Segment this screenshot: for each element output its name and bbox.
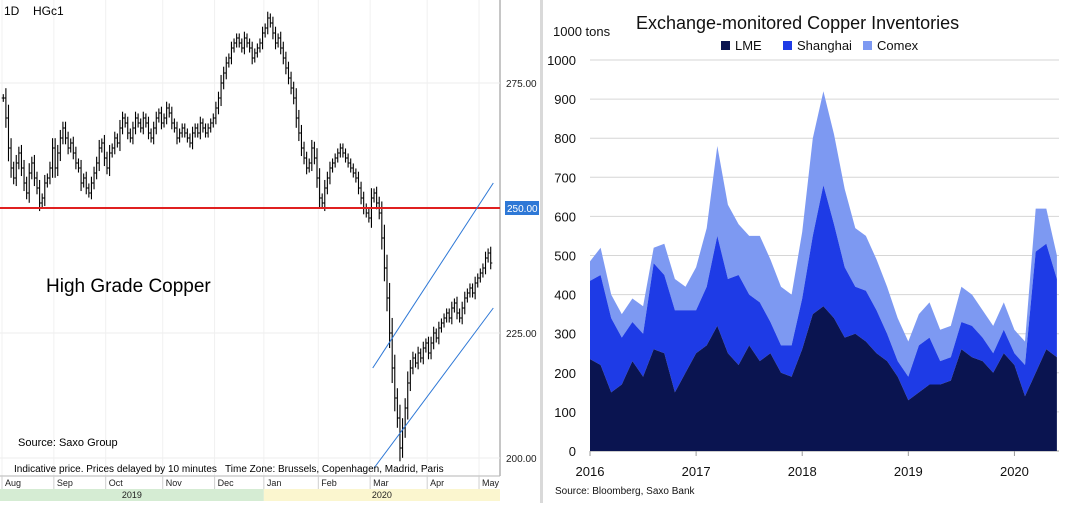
- month-label: Apr: [430, 478, 444, 488]
- source-label: Source: Saxo Group: [18, 437, 118, 449]
- price-bars: [1, 11, 493, 462]
- legend-label: Shanghai: [797, 38, 852, 53]
- panel-divider: [540, 0, 543, 503]
- footer-note: Indicative price. Prices delayed by 10 m…: [14, 464, 444, 475]
- y-tick-label: 700: [554, 170, 576, 185]
- x-tick-label: 2018: [788, 464, 817, 479]
- month-label: May: [482, 478, 500, 488]
- month-label: Mar: [373, 478, 389, 488]
- level-label-box: [505, 201, 539, 215]
- legend-swatch: [863, 41, 872, 50]
- x-axis-ticks: 2016 2017 2018 2019 2020: [576, 451, 1029, 479]
- legend-label: Comex: [877, 38, 919, 53]
- x-tick-label: 2017: [682, 464, 711, 479]
- time-axis: Aug Sep Oct Nov Dec Jan Feb Mar Apr May 2019 2020: [0, 475, 500, 501]
- y-tick-label: 200: [554, 366, 576, 381]
- copper-price-chart: 275.00 250.00 225.00 200.00 1D HGc1 High Gr…: [0, 0, 540, 501]
- price-bar: [489, 246, 493, 270]
- month-label: Aug: [5, 478, 21, 488]
- legend-swatch: [721, 41, 730, 50]
- year-label: 2019: [122, 490, 142, 500]
- y-tick-label: 0: [569, 444, 576, 459]
- copper-price-chart-panel: 275.00 250.00 225.00 200.00 1D HGc1 High Gr…: [0, 0, 540, 503]
- y-tick-label: 100: [554, 405, 576, 420]
- inventories-chart: Exchange-monitored Copper Inventories 10…: [547, 13, 1059, 497]
- x-tick-label: 2016: [576, 464, 605, 479]
- month-label: Nov: [166, 478, 183, 488]
- legend-label: LME: [735, 38, 762, 53]
- y-tick-label: 1000: [547, 53, 576, 68]
- year-label: 2020: [372, 490, 392, 500]
- year-band: [263, 489, 500, 501]
- y-tick-label: 400: [554, 288, 576, 303]
- area-shanghai: [590, 185, 1057, 401]
- x-tick-label: 2019: [894, 464, 923, 479]
- y-axis-unit-label: 1000 tons: [553, 24, 611, 39]
- y-tick-label: 900: [554, 92, 576, 107]
- y-tick-label: 800: [554, 131, 576, 146]
- inventories-chart-panel: Exchange-monitored Copper Inventories 10…: [543, 0, 1081, 503]
- trend-lines: [0, 182, 500, 469]
- y-tick-label: 500: [554, 249, 576, 264]
- plot-area: [0, 0, 500, 476]
- area-lme: [590, 306, 1057, 451]
- price-tick-label: 275.00: [506, 79, 537, 90]
- year-band: [0, 489, 264, 501]
- chart-title: High Grade Copper: [46, 276, 211, 297]
- month-label: Jan: [267, 478, 282, 488]
- source-label: Source: Bloomberg, Saxo Bank: [555, 486, 696, 497]
- price-axis-area: [500, 0, 540, 476]
- level-label: 250.00: [507, 204, 538, 215]
- price-axis-ticks: 275.00 250.00 225.00 200.00: [505, 79, 539, 465]
- y-tick-label: 300: [554, 327, 576, 342]
- stacked-areas: [590, 91, 1057, 451]
- chart-title: Exchange-monitored Copper Inventories: [636, 13, 959, 33]
- legend: LME Shanghai Comex: [721, 38, 919, 53]
- month-label: Feb: [321, 478, 337, 488]
- y-axis-ticks: 0 100 200 300 400 500 600 700 800 900 1000: [547, 53, 576, 459]
- month-label: Oct: [109, 478, 124, 488]
- price-tick-label: 200.00: [506, 454, 537, 465]
- area-comex: [590, 91, 1057, 377]
- month-label: Dec: [218, 478, 235, 488]
- x-tick-label: 2020: [1000, 464, 1029, 479]
- price-tick-label: 225.00: [506, 329, 537, 340]
- legend-swatch: [783, 41, 792, 50]
- y-tick-label: 600: [554, 209, 576, 224]
- channel-line: [373, 307, 494, 469]
- month-label: Sep: [57, 478, 73, 488]
- channel-line: [372, 182, 494, 369]
- interval-label: 1D: [4, 4, 20, 18]
- symbol-label: HGc1: [33, 4, 64, 18]
